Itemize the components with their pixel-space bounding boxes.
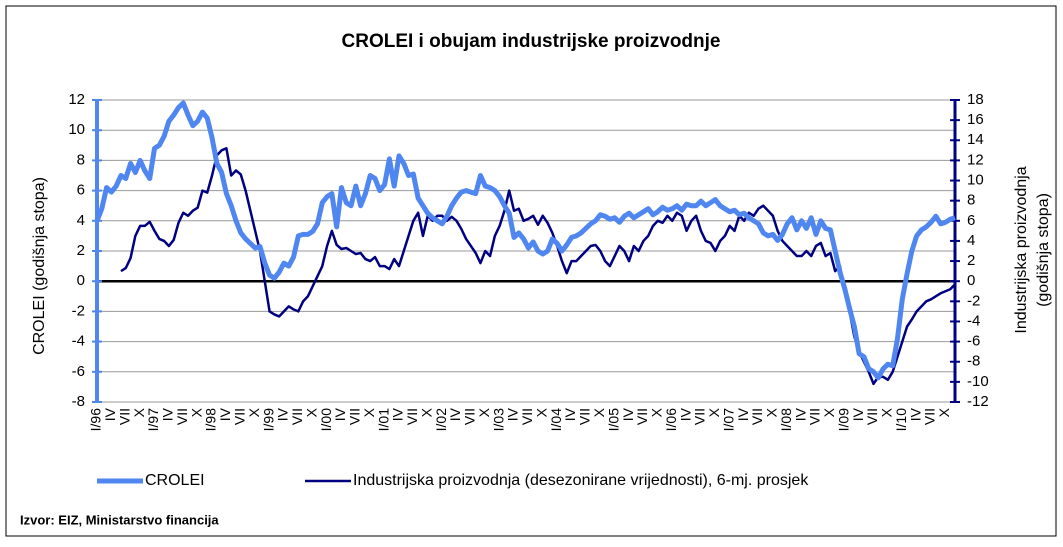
x-tick-label: IV xyxy=(792,407,808,421)
y2-tick-label: 6 xyxy=(967,212,975,229)
y-tick-label: -6 xyxy=(72,363,85,380)
y-tick-label: -4 xyxy=(72,333,85,350)
x-tick-label: X xyxy=(936,407,952,417)
x-tick-label: VII xyxy=(404,408,420,425)
y-axis-label: CROLEI (godišnja stopa) xyxy=(31,177,48,355)
x-tick-label: IV xyxy=(620,407,636,421)
series-line xyxy=(94,100,956,381)
y-tick-label: 10 xyxy=(68,121,85,138)
x-tick-label: X xyxy=(246,407,262,417)
x-tick-label: VII xyxy=(462,408,478,425)
y-tick-label: 12 xyxy=(68,91,85,108)
y-tick-label: 4 xyxy=(77,212,85,229)
y2-tick-label: 12 xyxy=(967,151,984,168)
x-tick-label: VII xyxy=(864,408,880,425)
y-tick-label: -2 xyxy=(72,302,85,319)
chart-title: CROLEI i obujam industrijske proizvodnje xyxy=(342,31,721,52)
x-tick-label: X xyxy=(418,407,434,417)
y2-tick-label: 0 xyxy=(967,272,975,289)
x-tick-label: I/02 xyxy=(433,408,449,432)
x-tick-label: I/99 xyxy=(260,408,276,432)
x-tick-label: IV xyxy=(677,407,693,421)
y2-tick-label: 14 xyxy=(967,131,984,148)
x-tick-label: VII xyxy=(289,408,305,425)
x-tick-label: X xyxy=(706,407,722,417)
y-tick-label: 0 xyxy=(77,272,85,289)
x-tick-label: I/98 xyxy=(203,408,219,432)
y2-tick-label: 8 xyxy=(967,192,975,209)
x-tick-label: X xyxy=(649,407,665,417)
x-tick-label: I/03 xyxy=(490,408,506,432)
y2-tick-label: -4 xyxy=(967,312,980,329)
y-tick-label: 2 xyxy=(77,242,85,259)
x-tick-label: VII xyxy=(692,408,708,425)
x-tick-label: X xyxy=(303,407,319,417)
legend-label: Industrijska proizvodnja (desezonirane v… xyxy=(353,472,809,489)
x-tick-label: X xyxy=(361,407,377,417)
x-tick-label: IV xyxy=(735,407,751,421)
x-tick-label: VII xyxy=(347,408,363,425)
x-tick-label: VII xyxy=(232,408,248,425)
y2-tick-label: 10 xyxy=(967,172,984,189)
x-tick-label: VII xyxy=(807,408,823,425)
x-tick-label: I/04 xyxy=(548,408,564,432)
x-tick-label: I/00 xyxy=(318,408,334,432)
x-tick-label: X xyxy=(131,407,147,417)
x-tick-label: IV xyxy=(160,407,176,421)
legend-label: CROLEI xyxy=(145,472,205,489)
x-tick-label: I/08 xyxy=(778,408,794,432)
y2-tick-label: -6 xyxy=(967,333,980,350)
x-tick-label: I/09 xyxy=(835,408,851,432)
y2-axis-label: Industrijska proizvodnja xyxy=(1013,166,1030,333)
x-tick-label: I/01 xyxy=(375,408,391,432)
x-tick-label: VII xyxy=(634,408,650,425)
y2-tick-label: -8 xyxy=(967,353,980,370)
y2-tick-label: 18 xyxy=(967,91,984,108)
x-tick-label: X xyxy=(533,407,549,417)
x-tick-label: IV xyxy=(275,407,291,421)
x-tick-label: I/05 xyxy=(605,408,621,432)
x-tick-label: X xyxy=(591,407,607,417)
x-tick-label: VII xyxy=(116,408,132,425)
y-tick-label: 8 xyxy=(77,151,85,168)
x-tick-label: VII xyxy=(749,408,765,425)
x-tick-label: VII xyxy=(519,408,535,425)
x-tick-label: IV xyxy=(447,407,463,421)
y2-tick-label: -2 xyxy=(967,292,980,309)
x-tick-label: IV xyxy=(102,407,118,421)
x-tick-label: IV xyxy=(505,407,521,421)
x-tick-label: VII xyxy=(174,408,190,425)
x-tick-label: I/10 xyxy=(893,408,909,432)
x-tick-label: I/97 xyxy=(145,408,161,432)
x-tick-label: X xyxy=(879,407,895,417)
y2-tick-label: -12 xyxy=(967,393,989,410)
x-tick-label: IV xyxy=(850,407,866,421)
y2-axis-label: (godišnja stopa) xyxy=(1035,193,1052,307)
x-tick-label: IV xyxy=(907,407,923,421)
y2-tick-label: 4 xyxy=(967,232,975,249)
x-tick-label: X xyxy=(188,407,204,417)
x-tick-label: X xyxy=(476,407,492,417)
y2-tick-label: 2 xyxy=(967,252,975,269)
x-tick-label: I/06 xyxy=(663,408,679,432)
x-tick-label: IV xyxy=(562,407,578,421)
x-tick-label: VII xyxy=(577,408,593,425)
y-tick-label: 6 xyxy=(77,182,85,199)
chart-frame xyxy=(5,5,1057,537)
y2-tick-label: -10 xyxy=(967,373,989,390)
y2-tick-label: 16 xyxy=(967,111,984,128)
x-tick-label: IV xyxy=(390,407,406,421)
x-tick-label: IV xyxy=(332,407,348,421)
x-tick-label: I/07 xyxy=(720,408,736,432)
y-tick-label: -8 xyxy=(72,393,85,410)
x-tick-label: X xyxy=(821,407,837,417)
x-tick-label: X xyxy=(764,407,780,417)
x-tick-label: IV xyxy=(217,407,233,421)
x-tick-label: VII xyxy=(922,408,938,425)
x-tick-label: I/96 xyxy=(88,408,104,432)
source-note: Izvor: EIZ, Ministarstvo financija xyxy=(20,512,219,527)
